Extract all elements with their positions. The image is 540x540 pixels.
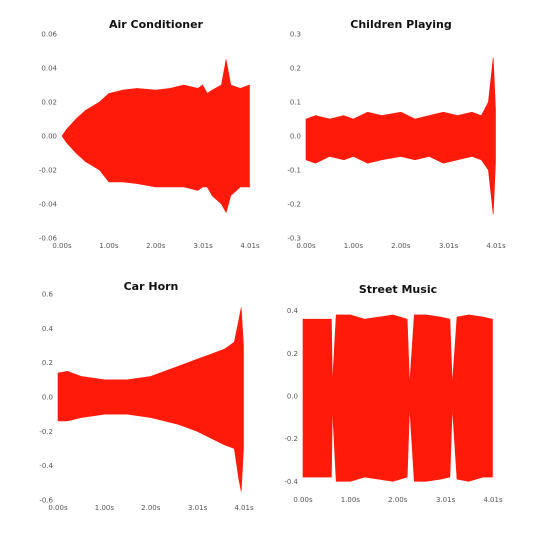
- chart-panel-2: Car Horn 0.6 0.4 0.2 0.0 -0.2 -0.4 -0.60.00s 1.0…: [39, 280, 254, 512]
- y-tick-label: -0.3: [287, 235, 301, 243]
- y-tick-label: -0.06: [39, 235, 58, 243]
- x-tick-label: 0.00s: [52, 242, 72, 250]
- x-tick-label: 4.01s: [486, 242, 506, 250]
- y-tick-label: -0.1: [287, 167, 301, 175]
- x-tick-label: 0.00s: [48, 504, 68, 512]
- x-tick-label: 2.00s: [146, 242, 166, 250]
- waveform-area: [305, 57, 496, 215]
- y-tick-label: 0.06: [41, 31, 57, 39]
- x-tick-label: 4.01s: [240, 242, 260, 250]
- waveform-area: [61, 59, 250, 213]
- y-tick-label: 0.4: [287, 307, 299, 315]
- chart-panel-1: Children Playing 0.3 0.2 0.1 0.0 -0.1 -0.2 -0.3…: [287, 18, 506, 250]
- x-tick-label: 1.00s: [99, 242, 119, 250]
- chart-title: Air Conditioner: [109, 18, 204, 31]
- y-tick-label: -0.4: [284, 478, 298, 486]
- x-tick-label: 2.00s: [141, 504, 161, 512]
- chart-title: Car Horn: [124, 280, 179, 293]
- y-tick-label: 0.0: [290, 133, 301, 141]
- x-tick-label: 2.00s: [391, 242, 411, 250]
- y-tick-label: 0.00: [41, 133, 57, 141]
- y-tick-label: -0.02: [39, 167, 57, 175]
- y-tick-label: -0.2: [39, 428, 53, 436]
- x-tick-label: 0.00s: [293, 496, 313, 504]
- x-tick-label: 3.01s: [194, 242, 214, 250]
- y-tick-label: -0.4: [39, 462, 53, 470]
- waveform-area: [57, 307, 244, 492]
- y-tick-label: 0.2: [287, 350, 298, 358]
- x-tick-label: 4.01s: [483, 496, 503, 504]
- x-tick-label: 1.00s: [344, 242, 364, 250]
- y-tick-label: 0.02: [41, 99, 57, 107]
- chart-panel-0: Air Conditioner 0.06 0.04 0.02 0.00 -0.02 -0.0…: [39, 18, 260, 250]
- y-tick-label: 0.3: [290, 31, 301, 39]
- x-tick-label: 2.00s: [388, 496, 408, 504]
- y-tick-label: 0.6: [42, 291, 54, 299]
- chart-panel-3: Street Music 0.4 0.2 0.0 -0.2 -0.4 0.00s 1.00s 2…: [284, 283, 503, 504]
- y-tick-label: -0.2: [287, 201, 301, 209]
- x-tick-label: 3.01s: [436, 496, 456, 504]
- waveform-area: [302, 314, 493, 482]
- x-tick-label: 0.00s: [296, 242, 316, 250]
- y-tick-label: -0.04: [39, 201, 58, 209]
- y-tick-label: 0.04: [41, 65, 57, 73]
- y-tick-label: 0.0: [287, 393, 298, 401]
- y-tick-label: 0.2: [42, 359, 53, 367]
- y-tick-label: -0.6: [39, 497, 53, 505]
- y-tick-label: 0.1: [290, 99, 301, 107]
- chart-title: Street Music: [359, 283, 437, 296]
- x-tick-label: 3.01s: [188, 504, 208, 512]
- x-tick-label: 4.01s: [234, 504, 254, 512]
- x-tick-label: 1.00s: [341, 496, 361, 504]
- y-tick-label: 0.2: [290, 65, 301, 73]
- y-tick-label: -0.2: [284, 435, 298, 443]
- y-tick-label: 0.4: [42, 325, 54, 333]
- x-tick-label: 3.01s: [439, 242, 459, 250]
- chart-title: Children Playing: [350, 18, 451, 31]
- y-tick-label: 0.0: [42, 394, 53, 402]
- x-tick-label: 1.00s: [95, 504, 115, 512]
